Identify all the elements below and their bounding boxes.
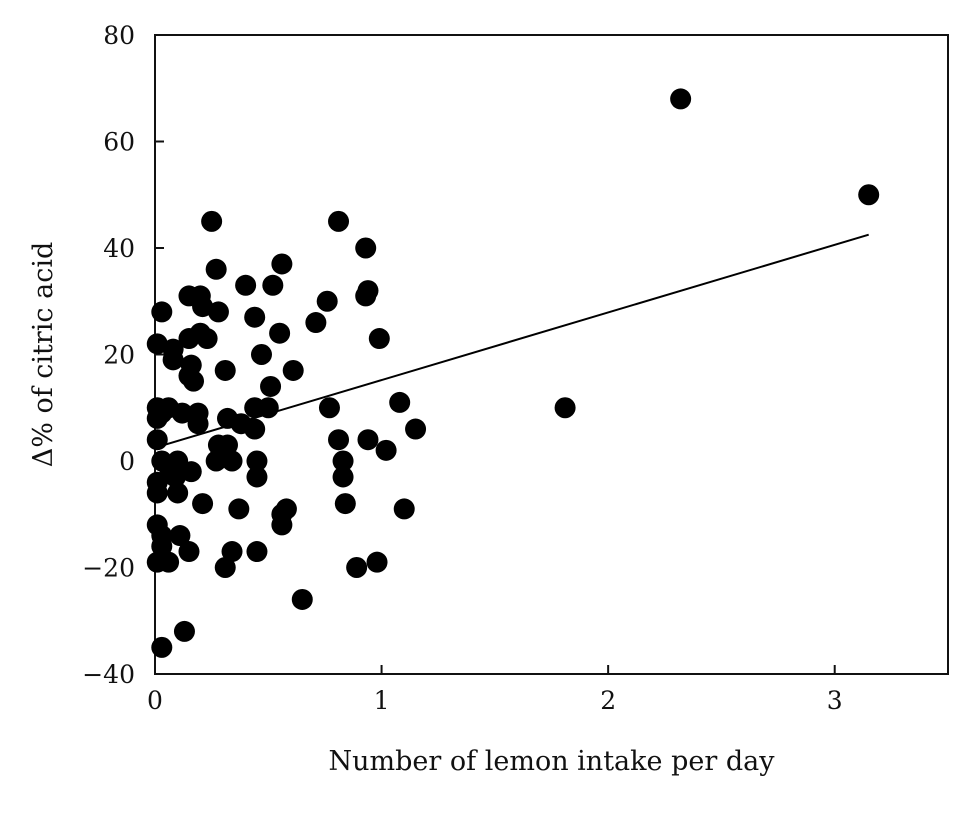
x-axis-label: Number of lemon intake per day xyxy=(329,746,776,777)
data-point xyxy=(201,210,223,232)
data-point xyxy=(228,498,250,520)
data-point xyxy=(164,466,186,488)
data-point xyxy=(257,397,279,419)
data-point xyxy=(332,450,354,472)
data-point xyxy=(187,413,209,435)
data-point xyxy=(205,258,227,280)
data-point xyxy=(260,375,282,397)
data-point xyxy=(192,296,214,318)
data-point xyxy=(167,482,189,504)
data-point xyxy=(214,359,236,381)
data-point xyxy=(670,88,692,110)
data-point xyxy=(173,620,195,642)
data-point xyxy=(262,274,284,296)
x-tick-label: 1 xyxy=(374,686,390,715)
data-point xyxy=(355,237,377,259)
data-point xyxy=(158,551,180,573)
y-tick-label: 40 xyxy=(103,234,135,263)
data-point xyxy=(250,344,272,365)
data-point xyxy=(244,306,266,328)
data-point xyxy=(235,274,257,296)
data-point xyxy=(405,418,427,440)
data-point xyxy=(334,493,356,515)
data-point xyxy=(183,370,205,392)
data-point xyxy=(205,450,227,472)
y-tick-label: 80 xyxy=(103,21,135,50)
plot-frame xyxy=(154,34,949,675)
data-point xyxy=(346,557,368,578)
data-point xyxy=(393,498,415,520)
data-point xyxy=(389,391,411,413)
data-point xyxy=(178,541,200,563)
y-tick-label: 20 xyxy=(103,341,135,370)
y-tick-label: 60 xyxy=(103,128,135,157)
data-point xyxy=(151,535,173,557)
data-point xyxy=(180,354,202,376)
data-point xyxy=(214,557,236,578)
data-point xyxy=(207,301,229,323)
y-tick-label: −40 xyxy=(82,660,135,689)
y-tick-label: 0 xyxy=(119,447,135,476)
data-point xyxy=(169,525,191,547)
x-tick-label: 2 xyxy=(600,686,616,715)
y-tick-label: −20 xyxy=(82,554,135,583)
data-point xyxy=(271,514,293,536)
data-points xyxy=(146,88,880,658)
data-point xyxy=(357,429,379,451)
data-point xyxy=(146,429,168,451)
data-point xyxy=(221,450,243,472)
data-point xyxy=(146,482,168,504)
data-point xyxy=(271,253,293,275)
data-point xyxy=(318,397,340,419)
data-point xyxy=(180,461,202,483)
data-point xyxy=(217,434,239,456)
data-point xyxy=(269,322,291,344)
data-point xyxy=(196,328,218,350)
data-point xyxy=(171,402,193,424)
data-point xyxy=(244,418,266,440)
data-point xyxy=(858,184,880,206)
data-point xyxy=(246,450,268,472)
data-point xyxy=(328,210,350,232)
data-point xyxy=(162,349,184,371)
data-point xyxy=(366,551,388,573)
data-point xyxy=(246,466,268,488)
data-point xyxy=(192,493,214,515)
axes: 0 1 2 3 80 60 40 20 0 −20 −40 xyxy=(82,21,949,715)
data-point xyxy=(357,280,379,302)
data-point xyxy=(275,498,297,520)
data-point xyxy=(146,333,168,355)
data-point xyxy=(328,429,350,451)
data-point xyxy=(151,301,173,323)
data-point xyxy=(332,466,354,488)
data-point xyxy=(291,588,313,610)
data-point xyxy=(554,397,576,419)
y-axis-label: Δ% of citric acid xyxy=(28,242,59,468)
data-point xyxy=(282,359,304,381)
data-point xyxy=(305,312,327,334)
data-point xyxy=(368,328,390,350)
data-point xyxy=(246,541,268,563)
data-point xyxy=(316,290,338,312)
data-point xyxy=(375,439,397,461)
data-point xyxy=(221,541,243,563)
data-point xyxy=(151,636,173,658)
x-tick-label: 0 xyxy=(147,686,163,715)
x-tick-label: 3 xyxy=(827,686,843,715)
